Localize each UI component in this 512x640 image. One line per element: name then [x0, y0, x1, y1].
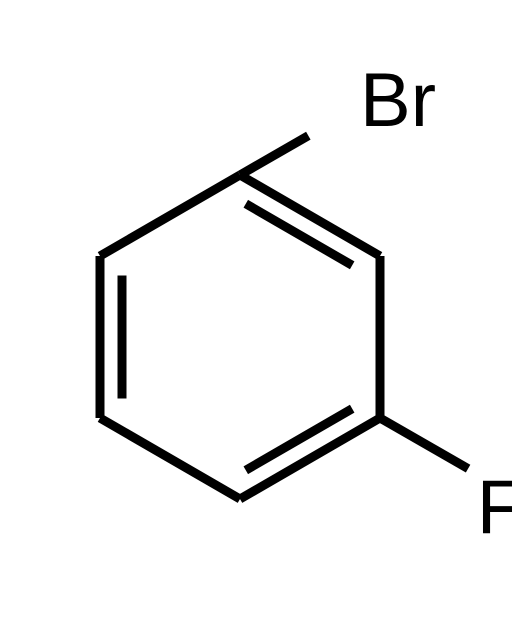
bond-line — [380, 418, 468, 469]
bond-line — [240, 136, 308, 175]
bond-line — [100, 418, 240, 499]
f-atom-label: F — [477, 465, 512, 550]
br-atom-label: Br — [360, 58, 436, 143]
bond-line — [100, 175, 240, 256]
molecule-diagram: Br F — [0, 0, 512, 640]
